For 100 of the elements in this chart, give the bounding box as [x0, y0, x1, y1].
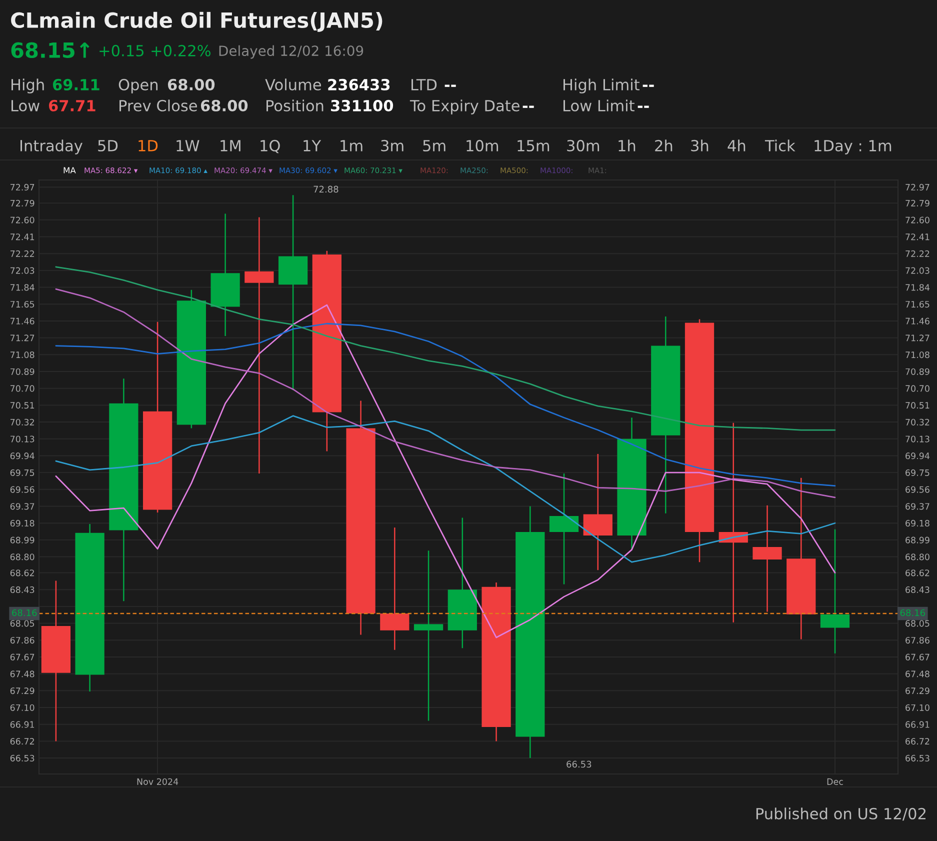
y-tick-label: 69.75 — [10, 469, 34, 476]
y2-tick-label: 66.72 — [906, 738, 930, 745]
text: Position — [266, 100, 324, 112]
annotation: 66.53 — [566, 760, 592, 768]
text: High Limit — [564, 78, 640, 94]
y-tick-label: 69.94 — [10, 452, 34, 460]
y2-tick-label: 71.27 — [906, 334, 930, 342]
y2-tick-label: 67.67 — [906, 654, 930, 660]
y-tick-label: 67.86 — [10, 636, 34, 644]
text: 1M — [220, 140, 240, 152]
y2-tick-label: 69.18 — [906, 520, 930, 527]
text: 68.16 — [900, 609, 925, 616]
text: High — [12, 78, 44, 94]
text: 68.00 — [168, 78, 215, 90]
y2-tick-label: 68.80 — [906, 554, 930, 560]
text: -- — [638, 106, 649, 108]
text: Low Limit — [564, 100, 634, 112]
y2-tick-label: 67.48 — [906, 670, 930, 678]
y-tick-label: 67.29 — [10, 687, 34, 694]
text: 5m — [423, 140, 446, 152]
text: Low — [12, 100, 40, 112]
y-tick-label: 70.89 — [10, 368, 34, 375]
text: 68.00 — [200, 100, 248, 112]
text: 3h — [691, 140, 708, 152]
text: 1m — [340, 140, 362, 152]
y2-tick-label: 72.03 — [906, 267, 930, 274]
text: 1D — [138, 140, 158, 152]
y-tick-label: 68.99 — [10, 536, 34, 544]
y-tick-label: 72.41 — [10, 234, 34, 240]
y-tick-label: 66.72 — [10, 738, 34, 745]
y-tick-label: 69.56 — [10, 486, 34, 493]
y-tick-label: 68.43 — [10, 586, 34, 594]
text: Intraday — [20, 140, 82, 154]
text: To Expiry Date — [410, 100, 520, 114]
text: Open — [118, 78, 158, 94]
y-tick-label: 71.84 — [10, 284, 34, 291]
y-tick-label: 72.79 — [10, 200, 34, 206]
y2-tick-label: 72.22 — [906, 250, 930, 257]
text: 69.11 — [52, 78, 100, 90]
text: 2h — [655, 140, 672, 152]
text: -- — [522, 106, 534, 108]
text: +0.22% — [152, 44, 210, 56]
text: 4h — [728, 140, 746, 152]
y2-tick-label: 71.08 — [906, 351, 930, 358]
y-tick-label: 72.03 — [10, 267, 34, 274]
y-tick-label: 70.32 — [10, 418, 34, 426]
y2-tick-label: 67.29 — [906, 687, 930, 694]
text: 1Y — [304, 140, 322, 152]
y-tick-label: 71.46 — [10, 318, 34, 324]
text: 67.71 — [48, 100, 96, 112]
y-tick-label: 68.05 — [10, 620, 34, 627]
y2-tick-label: 68.43 — [906, 586, 930, 594]
y2-tick-label: 72.79 — [906, 200, 930, 206]
x-tick-label: Nov 2024 — [137, 778, 178, 785]
y-tick-label: 71.08 — [10, 351, 34, 358]
y-tick-label: 69.18 — [10, 520, 34, 527]
y-tick-label: 67.67 — [10, 654, 34, 660]
text: 5D — [98, 140, 118, 152]
y-tick-label: 66.91 — [10, 721, 34, 728]
text: +0.15 — [100, 44, 144, 56]
y-tick-label: 72.60 — [10, 216, 34, 224]
y-tick-label: 66.53 — [10, 754, 34, 762]
y-tick-label: 69.37 — [10, 503, 34, 510]
candlestick — [820, 528, 850, 654]
text: -- — [642, 84, 654, 87]
y2-tick-label: 71.46 — [906, 318, 930, 324]
text: 3m — [381, 140, 404, 152]
y-tick-label: 70.51 — [10, 402, 34, 409]
y2-tick-label: 68.99 — [906, 536, 930, 544]
line-series — [55, 266, 836, 431]
line-series — [55, 415, 836, 563]
y-tick-label: 67.10 — [10, 704, 34, 711]
text: -- — [444, 84, 456, 87]
candlestick — [752, 504, 782, 612]
y2-tick-label: 72.97 — [906, 184, 930, 191]
text: Delayed 12/02 16:09 — [219, 45, 364, 59]
y2-tick-label: 69.37 — [906, 503, 930, 510]
y-tick-label: 68.80 — [10, 554, 34, 560]
y-tick-label: 71.27 — [10, 334, 34, 342]
y-tick-label: 67.48 — [10, 670, 34, 678]
y-tick-label: 70.70 — [10, 385, 34, 392]
ref-line-label: 68.16 — [12, 609, 37, 616]
line-series — [55, 304, 836, 638]
line-series — [55, 288, 836, 498]
text: 236433 — [328, 78, 390, 90]
text: 10m — [466, 140, 498, 152]
text: 1Q — [260, 140, 280, 154]
y2-tick-label: 69.94 — [906, 452, 930, 460]
y2-tick-label: 70.13 — [906, 436, 930, 442]
text: 30m — [567, 140, 600, 152]
y-tick-label: 68.62 — [10, 570, 34, 576]
y2-tick-label: 67.10 — [906, 704, 930, 711]
y-tick-label: 71.65 — [10, 300, 34, 308]
y2-tick-label: 70.32 — [906, 418, 930, 426]
y2-tick-label: 69.56 — [906, 486, 930, 493]
text: 1Day : 1m — [814, 140, 892, 154]
text: 15m — [518, 140, 550, 152]
x-tick-label: Dec — [827, 778, 843, 785]
y2-tick-label: 67.86 — [906, 636, 930, 644]
y2-tick-label: 70.70 — [906, 385, 930, 392]
